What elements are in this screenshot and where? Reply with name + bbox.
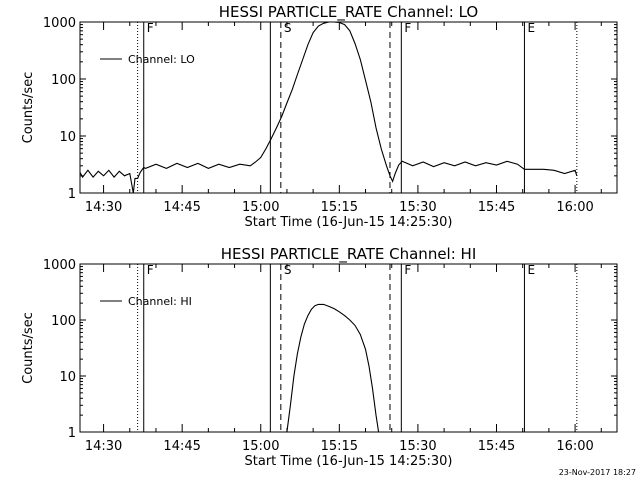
x-tick-label: 15:45 [478,200,515,215]
plot-frame [79,21,618,194]
x-axis-label: Start Time (16-Jun-15 14:25:30) [245,215,453,230]
marker-label: F [147,263,154,277]
marker-label: E [527,21,535,35]
chart-title: HESSI PARTICLE_RATE Channel: LO [219,3,478,22]
plot-frame [79,263,618,433]
x-tick-label: 15:00 [242,200,279,215]
x-tick-label: 15:00 [242,439,279,454]
y-tick-label: 10 [59,370,76,385]
chart-title: HESSI PARTICLE_RATE Channel: HI [221,245,477,264]
marker-label: E [527,263,535,277]
marker-label: S [284,21,292,35]
marker-label: F [147,21,154,35]
marker-label: S [284,263,292,277]
y-axis-label: Counts/sec [21,312,36,384]
x-tick-label: 15:30 [399,439,436,454]
y-tick-label: 10 [59,130,76,145]
x-tick-label: 15:15 [321,200,358,215]
y-tick-label: 100 [51,73,76,88]
x-tick-label: 14:30 [85,200,122,215]
y-tick-label: 1000 [43,16,76,31]
y-axis-label: Counts/sec [21,72,36,144]
marker-label: F [404,263,411,277]
marker-label: F [404,21,411,35]
series-line [286,303,380,433]
x-tick-label: 16:00 [556,439,593,454]
y-tick-label: 100 [51,314,76,329]
legend-label: Channel: HI [128,295,192,308]
y-tick-label: 1 [68,426,76,441]
x-axis-label: Start Time (16-Jun-15 14:25:30) [245,454,453,469]
x-tick-label: 14:30 [85,439,122,454]
legend-label: Channel: LO [128,53,195,66]
x-tick-label: 15:15 [321,439,358,454]
y-tick-label: 1 [68,187,76,202]
y-tick-label: 1000 [43,258,76,273]
x-tick-label: 15:45 [478,439,515,454]
x-tick-label: 15:30 [399,200,436,215]
x-tick-label: 14:45 [163,200,200,215]
x-tick-label: 14:45 [163,439,200,454]
x-tick-label: 16:00 [556,200,593,215]
footer-timestamp: 23-Nov-2017 18:27 [559,468,636,477]
series-line [79,21,578,194]
